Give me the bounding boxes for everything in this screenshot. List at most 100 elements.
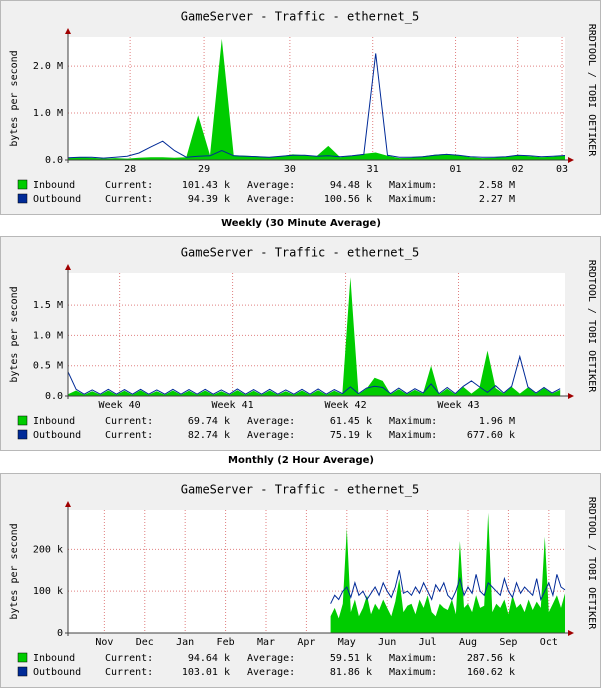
chart-title: GameServer - Traffic - ethernet_5 — [181, 246, 419, 260]
x-tick-label: Feb — [217, 637, 235, 648]
stat-label: Current: — [105, 194, 153, 205]
chart-title: GameServer - Traffic - ethernet_5 — [181, 10, 419, 24]
y-arrow — [65, 501, 71, 507]
x-tick-label: 02 — [512, 164, 524, 175]
graph-caption: Weekly (30 Minute Average) — [221, 218, 381, 229]
stat-value: 59.51 k — [330, 653, 372, 664]
legend-name: Inbound — [33, 416, 75, 427]
y-tick-label: 0.5 M — [33, 361, 63, 372]
legend-name: Inbound — [33, 180, 75, 191]
stat-label: Average: — [247, 416, 295, 427]
y-tick-label: 1.5 M — [33, 300, 63, 311]
stat-value: 81.86 k — [330, 667, 372, 678]
y-tick-label: 100 k — [33, 586, 63, 597]
stat-value: 2.27 M — [479, 194, 515, 205]
stat-label: Maximum: — [389, 194, 437, 205]
y-tick-label: 0 — [57, 628, 63, 639]
x-tick-label: 30 — [284, 164, 296, 175]
stat-label: Current: — [105, 667, 153, 678]
stat-label: Current: — [105, 180, 153, 191]
x-arrow — [568, 157, 574, 163]
stat-value: 287.56 k — [467, 653, 515, 664]
y-tick-label: 1.0 M — [33, 108, 63, 119]
stat-label: Average: — [247, 194, 295, 205]
graph-caption: Monthly (2 Hour Average) — [228, 455, 374, 466]
legend-swatch — [17, 193, 28, 204]
stat-value: 94.39 k — [188, 194, 230, 205]
stat-value: 160.62 k — [467, 667, 515, 678]
stat-value: 2.58 M — [479, 180, 515, 191]
stat-label: Maximum: — [389, 180, 437, 191]
x-tick-label: 29 — [198, 164, 210, 175]
y-tick-label: 1.0 M — [33, 330, 63, 341]
watermark: RRDTOOL / TOBI OETIKER — [586, 497, 597, 630]
legend-name: Outbound — [33, 194, 81, 205]
legend-name: Inbound — [33, 653, 75, 664]
outbound-line — [67, 53, 566, 159]
legend-name: Outbound — [33, 430, 81, 441]
chart-title: GameServer - Traffic - ethernet_5 — [181, 483, 419, 497]
stat-label: Maximum: — [389, 653, 437, 664]
stat-label: Average: — [247, 180, 295, 191]
stat-value: 103.01 k — [182, 667, 230, 678]
y-arrow — [65, 264, 71, 270]
stat-value: 82.74 k — [188, 430, 230, 441]
stat-label: Average: — [247, 653, 295, 664]
stat-label: Average: — [247, 430, 295, 441]
legend-swatch — [17, 666, 28, 677]
x-tick-label: Jan — [176, 637, 194, 648]
y-axis-label: bytes per second — [9, 50, 20, 146]
outbound-line — [330, 570, 566, 604]
x-tick-label: Week 42 — [324, 400, 366, 411]
x-tick-label: Week 43 — [437, 400, 479, 411]
y-tick-label: 0.0 — [45, 155, 63, 166]
stat-value: 100.56 k — [324, 194, 372, 205]
stat-value: 94.64 k — [188, 653, 230, 664]
legend-swatch — [17, 652, 28, 663]
x-tick-label: Aug — [459, 637, 477, 648]
legend-swatch — [17, 429, 28, 440]
legend-swatch — [17, 179, 28, 190]
stat-value: 1.96 M — [479, 416, 515, 427]
x-tick-label: Apr — [297, 637, 315, 648]
stat-label: Maximum: — [389, 430, 437, 441]
stat-label: Current: — [105, 653, 153, 664]
y-tick-label: 0.0 — [45, 391, 63, 402]
watermark: RRDTOOL / TOBI OETIKER — [586, 24, 597, 157]
outbound-line — [67, 354, 561, 395]
x-tick-label: Jun — [378, 637, 396, 648]
stat-value: 101.43 k — [182, 180, 230, 191]
stat-value: 677.60 k — [467, 430, 515, 441]
stat-label: Current: — [105, 416, 153, 427]
watermark: RRDTOOL / TOBI OETIKER — [586, 260, 597, 393]
x-tick-label: 01 — [450, 164, 462, 175]
x-tick-label: 03 — [556, 164, 568, 175]
x-tick-label: Nov — [95, 637, 113, 648]
y-axis-label: bytes per second — [9, 286, 20, 382]
stat-label: Maximum: — [389, 416, 437, 427]
stat-value: 69.74 k — [188, 416, 230, 427]
x-tick-label: Week 40 — [99, 400, 141, 411]
x-tick-label: Week 41 — [212, 400, 254, 411]
legend-swatch — [17, 415, 28, 426]
x-tick-label: Dec — [136, 637, 154, 648]
x-tick-label: Jul — [419, 637, 437, 648]
stat-label: Maximum: — [389, 667, 437, 678]
x-tick-label: May — [338, 637, 356, 648]
x-tick-label: 28 — [124, 164, 136, 175]
stat-value: 94.48 k — [330, 180, 372, 191]
x-tick-label: Oct — [540, 637, 558, 648]
x-arrow — [568, 630, 574, 636]
y-tick-label: 2.0 M — [33, 61, 63, 72]
inbound-area — [330, 512, 565, 633]
y-tick-label: 200 k — [33, 544, 63, 555]
y-arrow — [65, 28, 71, 34]
y-axis-label: bytes per second — [9, 523, 20, 619]
stat-label: Current: — [105, 430, 153, 441]
stat-value: 75.19 k — [330, 430, 372, 441]
x-tick-label: Sep — [499, 637, 517, 648]
legend-name: Outbound — [33, 667, 81, 678]
stat-value: 61.45 k — [330, 416, 372, 427]
x-arrow — [568, 393, 574, 399]
